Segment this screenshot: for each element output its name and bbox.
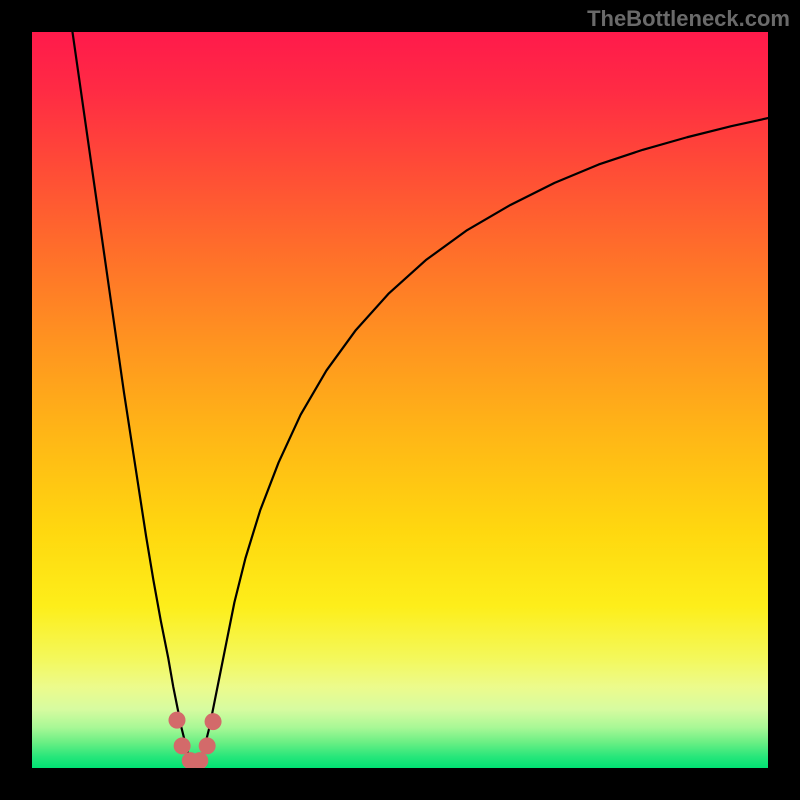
chart-container: TheBottleneck.com — [0, 0, 800, 800]
plot-area — [32, 32, 768, 768]
watermark-text: TheBottleneck.com — [587, 6, 790, 32]
gradient-background — [32, 32, 768, 768]
